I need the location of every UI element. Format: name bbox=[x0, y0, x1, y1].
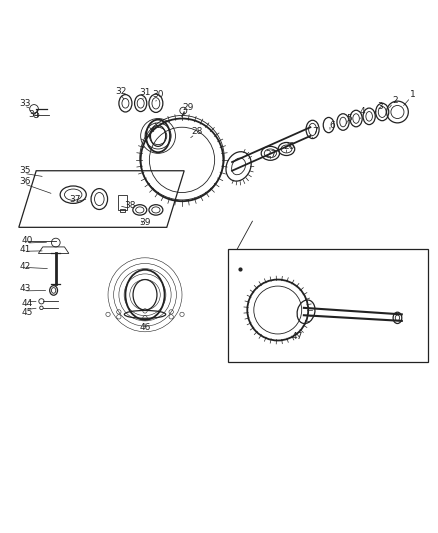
Text: 43: 43 bbox=[20, 284, 31, 293]
Text: 33: 33 bbox=[20, 99, 31, 108]
Text: 5: 5 bbox=[347, 114, 353, 123]
Text: 27: 27 bbox=[265, 150, 277, 159]
Text: 42: 42 bbox=[20, 262, 31, 271]
Text: 1: 1 bbox=[410, 90, 416, 99]
Text: 34: 34 bbox=[28, 110, 40, 119]
Text: 4: 4 bbox=[360, 108, 365, 117]
Bar bbox=[120, 208, 124, 212]
Text: 47: 47 bbox=[292, 332, 303, 341]
Text: 6: 6 bbox=[329, 120, 335, 130]
Text: 44: 44 bbox=[22, 299, 33, 308]
Text: 45: 45 bbox=[22, 308, 33, 317]
Text: 29: 29 bbox=[183, 103, 194, 112]
Text: 39: 39 bbox=[139, 219, 151, 228]
Polygon shape bbox=[39, 247, 69, 254]
Bar bbox=[118, 195, 127, 210]
Text: 31: 31 bbox=[139, 88, 151, 97]
Text: 2: 2 bbox=[392, 96, 398, 105]
Text: 28: 28 bbox=[191, 127, 203, 136]
Text: 46: 46 bbox=[139, 323, 151, 332]
Text: 41: 41 bbox=[20, 245, 31, 254]
Polygon shape bbox=[19, 171, 184, 228]
Text: 38: 38 bbox=[124, 201, 135, 210]
Text: 40: 40 bbox=[22, 236, 33, 245]
Text: 32: 32 bbox=[115, 86, 127, 95]
Text: 37: 37 bbox=[70, 195, 81, 204]
Text: 26: 26 bbox=[283, 142, 294, 151]
Bar bbox=[228, 249, 428, 362]
Text: 35: 35 bbox=[20, 166, 31, 175]
Text: 7: 7 bbox=[312, 127, 318, 136]
Text: 30: 30 bbox=[152, 90, 164, 99]
Text: 3: 3 bbox=[377, 102, 383, 111]
Text: 36: 36 bbox=[20, 177, 31, 186]
